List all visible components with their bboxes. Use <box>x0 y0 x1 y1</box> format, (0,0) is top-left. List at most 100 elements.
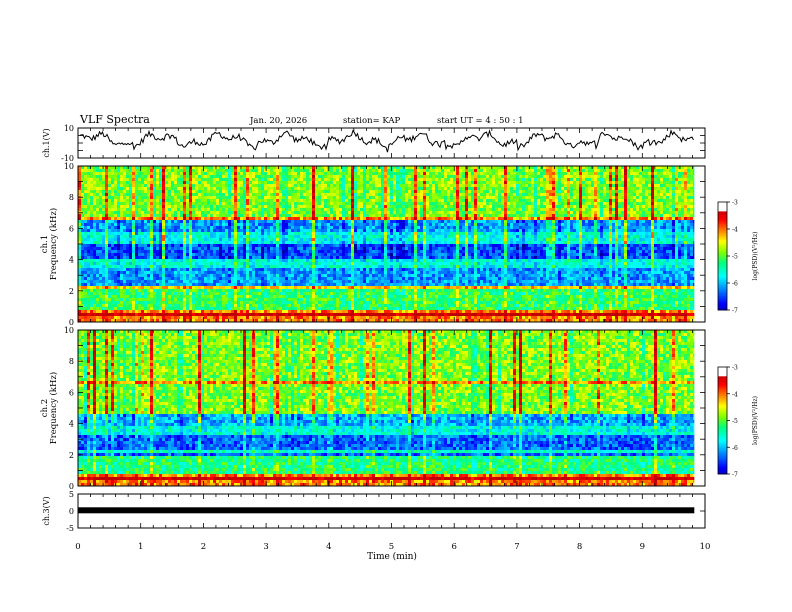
spectrogram-cell <box>297 205 301 209</box>
spectrogram-cell <box>357 196 361 200</box>
spectrogram-cell <box>321 178 325 182</box>
spectrogram-cell <box>300 166 304 170</box>
spectrogram-cell <box>666 199 670 203</box>
spectrogram-cell <box>210 232 214 236</box>
spectrogram-cell <box>93 220 97 224</box>
spectrogram-cell <box>669 211 673 215</box>
spectrogram-cell <box>555 220 559 224</box>
spectrogram-cell <box>552 220 556 224</box>
spectrogram-cell <box>483 226 487 230</box>
spectrogram-cell <box>528 208 532 212</box>
spectrogram-cell <box>315 184 319 188</box>
spectrogram-cell <box>312 166 316 170</box>
spectrogram-cell <box>255 214 259 218</box>
spectrogram-cell <box>441 193 445 197</box>
spectrogram-cell <box>276 169 280 173</box>
spectrogram-cell <box>330 220 334 224</box>
spectrogram-cell <box>330 208 334 212</box>
spectrogram-cell <box>282 175 286 179</box>
spectrogram-cell <box>204 193 208 197</box>
spectrogram-cell <box>486 166 490 170</box>
spectrogram-cell <box>546 211 550 215</box>
spectrogram-cell <box>681 229 685 233</box>
spectrogram-cell <box>540 184 544 188</box>
spectrogram-cell <box>468 217 472 221</box>
spectrogram-cell <box>648 169 652 173</box>
spectrogram-cell <box>465 175 469 179</box>
spectrogram-cell <box>681 166 685 170</box>
spectrogram-cell <box>552 178 556 182</box>
spectrogram-cell <box>144 226 148 230</box>
spectrogram-cell <box>99 214 103 218</box>
spectrogram-cell <box>81 196 85 200</box>
spectrogram-cell <box>231 226 235 230</box>
spectrogram-cell <box>660 190 664 194</box>
spectrogram-cell <box>630 211 634 215</box>
spectrogram-cell <box>78 169 82 173</box>
spectrogram-cell <box>138 193 142 197</box>
spectrogram-cell <box>135 235 139 239</box>
spectrogram-cell <box>381 181 385 185</box>
spectrogram-cell <box>621 187 625 191</box>
spectrogram-cell <box>156 217 160 221</box>
spectrogram-cell <box>225 229 229 233</box>
spectrogram-cell <box>261 202 265 206</box>
spectrogram-cell <box>564 220 568 224</box>
spectrogram-cell <box>93 208 97 212</box>
spectrogram-cell <box>180 208 184 212</box>
spectrogram-cell <box>237 235 241 239</box>
spectrogram-cell <box>600 178 604 182</box>
spectrogram-cell <box>504 184 508 188</box>
spectrogram-cell <box>294 226 298 230</box>
spectrogram-cell <box>528 223 532 227</box>
spectrogram-cell <box>384 187 388 191</box>
spectrogram-cell <box>414 187 418 191</box>
spectrogram-cell <box>477 172 481 176</box>
spectrogram-cell <box>273 175 277 179</box>
spectrogram-cell <box>687 232 691 236</box>
spectrogram-cell <box>276 178 280 182</box>
spectrogram-cell <box>495 166 499 170</box>
spectrogram-cell <box>396 190 400 194</box>
spectrogram-cell <box>255 169 259 173</box>
spectrogram-cell <box>264 205 268 209</box>
spectrogram-cell <box>165 193 169 197</box>
spectrogram-cell <box>594 187 598 191</box>
spectrogram-cell <box>114 205 118 209</box>
spectrogram-cell <box>285 208 289 212</box>
spectrogram-cell <box>186 214 190 218</box>
spectrogram-cell <box>342 220 346 224</box>
spectrogram-cell <box>519 193 523 197</box>
spectrogram-cell <box>99 226 103 230</box>
spectrogram-cell <box>336 190 340 194</box>
spectrogram-cell <box>84 181 88 185</box>
spectrogram-cell <box>135 223 139 227</box>
spectrogram-cell <box>246 205 250 209</box>
spectrogram-cell <box>132 208 136 212</box>
spectrogram-cell <box>585 190 589 194</box>
spectrogram-cell <box>171 178 175 182</box>
spectrogram-cell <box>657 187 661 191</box>
spectrogram-cell <box>159 190 163 194</box>
spectrogram-cell <box>561 199 565 203</box>
spectrogram-cell <box>378 226 382 230</box>
spectrogram-cell <box>537 205 541 209</box>
spectrogram-cell <box>372 232 376 236</box>
spectrogram-cell <box>489 217 493 221</box>
spectrogram-cell <box>99 184 103 188</box>
spectrogram-cell <box>468 178 472 182</box>
spectrogram-cell <box>651 178 655 182</box>
spectrogram-cell <box>300 232 304 236</box>
spectrogram-cell <box>690 232 694 236</box>
spectrogram-cell <box>495 178 499 182</box>
spectrogram-cell <box>339 217 343 221</box>
spectrogram-cell <box>525 169 529 173</box>
spectrogram-cell <box>534 181 538 185</box>
spectrogram-cell <box>507 175 511 179</box>
spectrogram-cell <box>678 172 682 176</box>
spectrogram-cell <box>174 175 178 179</box>
spectrogram-cell <box>510 232 514 236</box>
spectrogram-cell <box>204 220 208 224</box>
spectrogram-cell <box>561 211 565 215</box>
spectrogram-cell <box>450 190 454 194</box>
